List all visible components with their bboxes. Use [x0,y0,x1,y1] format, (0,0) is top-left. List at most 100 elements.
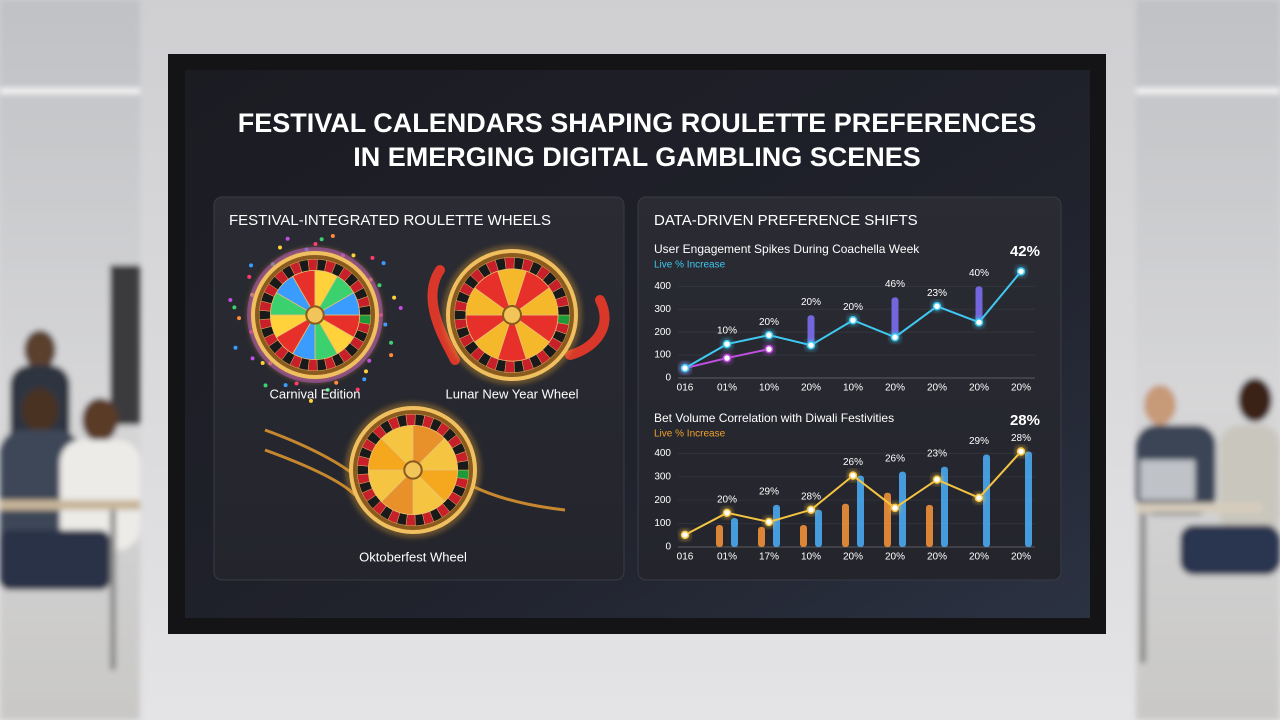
wheel-hub [502,305,522,325]
confetti [362,377,367,382]
x-tick-label: 20% [969,383,989,394]
confetti [250,356,255,361]
office-right [1136,0,1280,720]
wheel-hub [403,460,423,480]
confetti [381,261,386,266]
y-tick-label: 0 [665,373,671,384]
wheel-pocket [358,305,372,316]
bar [975,286,983,323]
chart-title: Bet Volume Correlation with Diwali Festi… [654,411,894,425]
title: FESTIVAL CALENDARS SHAPING ROULETTE PREF… [238,108,1037,138]
wheel-pocket [356,464,369,476]
confetti [233,345,238,350]
confetti [313,242,318,247]
bar [1025,451,1032,547]
point-label: 46% [885,279,905,290]
point [932,475,942,484]
y-tick-label: 300 [654,304,671,315]
confetti [330,233,335,238]
point [1016,447,1026,456]
x-tick-label: 016 [677,383,694,394]
panel-heading: DATA-DRIVEN PREFERENCE SHIFTS [654,212,918,229]
point [680,363,690,373]
confetti [294,381,299,386]
wheel-pocket [405,413,416,427]
confetti [355,387,360,392]
confetti [363,369,368,374]
x-tick-label: 016 [677,552,694,563]
confetti [277,245,282,250]
x-tick-label: 20% [801,383,821,394]
point [680,530,690,540]
x-tick-label: 20% [843,552,863,563]
point [848,471,858,480]
point-label: 20% [801,297,821,308]
confetti [228,298,233,303]
panel-heading: FESTIVAL-INTEGRATED ROULETTE WHEELS [229,212,551,229]
point [806,340,816,350]
point [722,339,732,349]
y-tick-label: 100 [654,350,671,361]
point-label: 28% [801,491,821,502]
point [932,302,942,311]
x-tick-label: 20% [927,383,947,394]
bar [899,471,906,547]
chart-title: User Engagement Spikes During Coachella … [654,242,920,256]
bar [941,466,948,547]
bar [926,504,933,547]
wheel-label: Carnival Edition [269,386,360,401]
bar [891,297,899,338]
y-tick-label: 300 [654,471,671,482]
bar [731,517,738,547]
confetti [308,398,313,403]
confetti [260,360,265,365]
bar [857,475,864,547]
confetti [392,295,397,300]
wheel-pocket [454,309,467,321]
wheel-pocket [307,258,318,272]
x-tick-label: 20% [885,383,905,394]
confetti [334,380,339,385]
x-tick-label: 20% [927,552,947,563]
y-tick-label: 0 [665,542,671,553]
confetti [232,305,237,310]
wheel-pocket [504,257,515,270]
x-tick-label: 10% [843,383,863,394]
point [764,330,774,340]
confetti [249,263,254,268]
confetti [325,387,330,392]
confetti [319,237,324,242]
point-label: 23% [927,288,947,299]
point [890,332,900,342]
office-left [0,0,140,720]
bar [815,509,822,547]
y-tick-label: 200 [654,327,671,338]
wheel-label: Oktoberfest Wheel [359,549,467,564]
wheel-pocket [456,460,470,471]
y-tick-label: 400 [654,281,671,292]
confetti [389,340,394,345]
y-tick-label: 200 [654,495,671,506]
dragon [427,265,610,365]
confetti [398,306,403,311]
confetti [377,283,382,288]
point [722,353,732,363]
chart-annotation: 42% [1010,243,1040,260]
confetti [389,353,394,358]
wheel-label: Lunar New Year Wheel [446,386,579,401]
x-tick-label: 20% [969,552,989,563]
confetti [351,253,356,258]
point-label: 29% [969,436,989,447]
point [722,508,732,518]
point [764,344,774,354]
x-tick-label: 01% [717,552,737,563]
bar [807,315,815,346]
charts: User Engagement Spikes During Coachella … [654,242,1040,562]
point [764,517,774,527]
point-label: 26% [885,453,905,464]
wheel-hub [305,305,325,325]
x-tick-label: 01% [717,383,737,394]
confetti [237,316,242,321]
bar [716,524,723,547]
point [974,318,984,327]
